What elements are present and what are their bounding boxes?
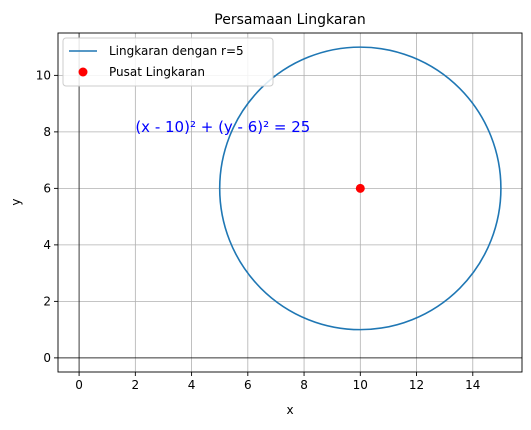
y-tick-label: 4 <box>43 238 51 252</box>
x-tick-label: 10 <box>353 378 368 392</box>
plot-series <box>218 46 502 331</box>
x-tick-label: 2 <box>132 378 140 392</box>
x-axis-ticks: 0 2 4 6 8 10 12 14 <box>75 372 480 392</box>
x-axis-label: x <box>286 403 293 417</box>
x-tick-label: 12 <box>409 378 424 392</box>
y-tick-label: 2 <box>43 294 51 308</box>
annotations: (x - 10)² + (y - 6)² = 25 <box>135 118 310 136</box>
center-point-marker <box>355 183 365 193</box>
chart-title: Persamaan Lingkaran <box>214 12 365 28</box>
legend-entry-circle: Lingkaran dengan r=5 <box>109 44 244 58</box>
y-axis-ticks: 0 2 4 6 8 10 <box>36 68 58 365</box>
legend-box <box>62 37 274 87</box>
equation-annotation: (x - 10)² + (y - 6)² = 25 <box>135 118 310 136</box>
y-tick-label: 8 <box>43 125 51 139</box>
x-tick-label: 14 <box>465 378 480 392</box>
x-tick-label: 4 <box>188 378 196 392</box>
y-tick-label: 6 <box>43 181 51 195</box>
y-tick-label: 10 <box>36 68 51 82</box>
legend-swatch-center-point <box>78 67 88 77</box>
y-tick-label: 0 <box>43 351 51 365</box>
legend-entry-center: Pusat Lingkaran <box>109 65 205 79</box>
x-tick-label: 6 <box>244 378 252 392</box>
legend: Lingkaran dengan r=5 Pusat Lingkaran <box>62 37 274 87</box>
circle-series-line <box>218 46 502 331</box>
x-tick-label: 8 <box>300 378 308 392</box>
zero-axis-lines <box>58 33 522 372</box>
y-axis-label: y <box>9 198 23 205</box>
plot-frame <box>57 32 523 373</box>
x-tick-label: 0 <box>75 378 83 392</box>
